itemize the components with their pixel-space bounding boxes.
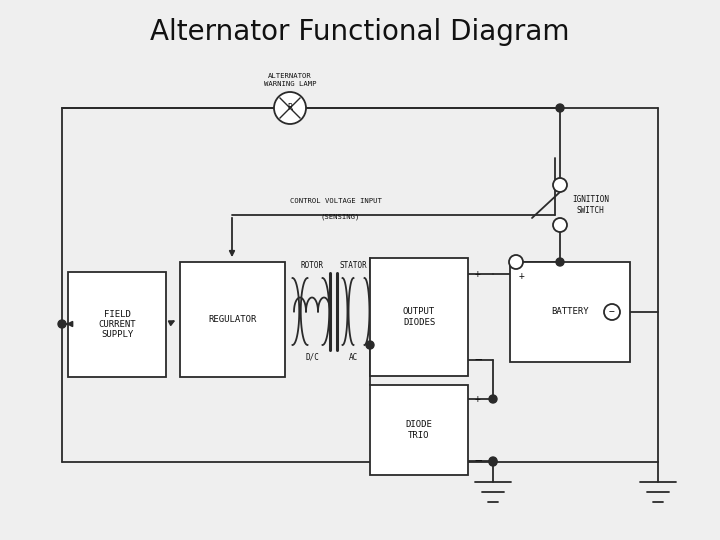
Text: IGNITION
SWITCH: IGNITION SWITCH: [572, 195, 609, 215]
Circle shape: [553, 218, 567, 232]
Text: +: +: [519, 271, 525, 281]
Text: (SENSING): (SENSING): [320, 214, 359, 220]
Text: CONTROL VOLTAGE INPUT: CONTROL VOLTAGE INPUT: [290, 198, 382, 204]
Bar: [68, 272, 166, 377]
Text: BATTERY: BATTERY: [552, 307, 589, 316]
Bar: [370, 258, 468, 376]
Circle shape: [509, 255, 523, 269]
Bar: [510, 262, 630, 362]
Text: −: −: [474, 455, 482, 468]
Text: +: +: [475, 269, 481, 279]
Text: REGULATOR: REGULATOR: [208, 315, 257, 324]
Circle shape: [489, 458, 497, 466]
Text: OUTPUT
DIODES: OUTPUT DIODES: [403, 307, 435, 327]
Text: ALTERNATOR
WARNING LAMP: ALTERNATOR WARNING LAMP: [264, 73, 316, 86]
Circle shape: [274, 92, 306, 124]
Text: DIODE
TRIO: DIODE TRIO: [405, 420, 433, 440]
Circle shape: [366, 341, 374, 349]
Text: Alternator Functional Diagram: Alternator Functional Diagram: [150, 18, 570, 46]
Bar: [370, 385, 468, 475]
Circle shape: [553, 178, 567, 192]
Text: D/C: D/C: [305, 353, 319, 361]
Text: ROTOR: ROTOR: [300, 261, 323, 271]
Text: +: +: [475, 394, 481, 404]
Text: STATOR: STATOR: [339, 261, 367, 271]
Text: −: −: [474, 354, 482, 367]
Circle shape: [489, 395, 497, 403]
Circle shape: [489, 457, 497, 465]
Text: R: R: [287, 104, 292, 112]
Circle shape: [556, 258, 564, 266]
Text: FIELD
CURRENT
SUPPLY: FIELD CURRENT SUPPLY: [98, 309, 136, 340]
Circle shape: [604, 304, 620, 320]
Bar: [180, 262, 285, 377]
Circle shape: [556, 104, 564, 112]
Text: AC: AC: [348, 353, 358, 361]
Text: −: −: [609, 307, 615, 317]
Circle shape: [58, 320, 66, 328]
